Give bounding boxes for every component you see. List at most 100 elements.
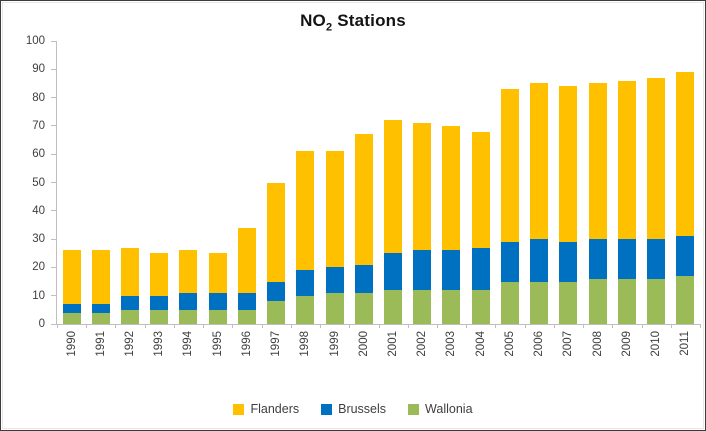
segment-2011-flanders	[676, 72, 695, 237]
segment-1994-wallonia	[179, 309, 198, 324]
segment-2005-wallonia	[500, 281, 519, 324]
segment-2010-brussels	[646, 239, 665, 279]
x-tick-14	[466, 324, 468, 328]
bar-2005: 2005	[500, 41, 519, 357]
segment-1992-brussels	[121, 295, 140, 310]
chart-title-prefix: NO	[300, 11, 326, 30]
x-label-1994: 1994	[182, 331, 195, 357]
segment-1995-wallonia	[208, 309, 227, 324]
y-tick-label-30: 30	[32, 233, 45, 246]
segment-2007-flanders	[559, 86, 578, 242]
bar-stack-2001	[384, 120, 403, 324]
segment-2009-brussels	[617, 239, 636, 279]
segment-1993-wallonia	[150, 309, 169, 324]
x-label-1992: 1992	[124, 331, 137, 357]
segment-2000-wallonia	[354, 292, 373, 324]
x-tick-2	[115, 324, 117, 328]
bar-stack-2005	[500, 89, 519, 324]
segment-1998-brussels	[296, 270, 315, 296]
bar-2004: 2004	[471, 41, 490, 357]
segment-2006-flanders	[530, 83, 549, 240]
x-label-1991: 1991	[94, 331, 107, 357]
segment-2000-brussels	[354, 264, 373, 293]
segment-1994-brussels	[179, 292, 198, 310]
y-tick-label-0: 0	[38, 318, 45, 330]
y-tick-20	[51, 266, 57, 268]
chart-title-subscript: 2	[325, 21, 333, 34]
y-tick-90	[51, 68, 57, 70]
segment-2008-wallonia	[588, 278, 607, 324]
segment-1991-wallonia	[91, 312, 110, 324]
bar-1997: 1997	[267, 41, 286, 357]
bar-stack-2008	[588, 83, 607, 324]
legend-label-flanders: Flanders	[250, 402, 300, 416]
segment-1997-wallonia	[267, 301, 286, 324]
legend-label-brussels: Brussels	[338, 402, 387, 416]
legend-item-brussels: Brussels	[321, 402, 386, 416]
chart-title: NO2 Stations	[1, 11, 705, 33]
segment-2005-flanders	[500, 89, 519, 242]
segment-2011-brussels	[676, 236, 695, 276]
bar-2010: 2010	[646, 41, 665, 357]
x-tick-15	[495, 324, 497, 328]
bar-stack-1994	[179, 250, 198, 324]
bar-1994: 1994	[179, 41, 198, 357]
x-label-1997: 1997	[270, 331, 283, 357]
segment-1990-wallonia	[62, 312, 81, 324]
segment-2004-flanders	[471, 131, 490, 248]
bar-2003: 2003	[442, 41, 461, 357]
segment-2008-brussels	[588, 239, 607, 279]
y-tick-label-90: 90	[32, 63, 45, 76]
y-tick-label-10: 10	[32, 289, 45, 302]
bar-2008: 2008	[588, 41, 607, 357]
x-tick-7	[261, 324, 263, 328]
segment-1999-flanders	[325, 151, 344, 268]
x-tick-11	[378, 324, 380, 328]
legend-swatch-wallonia	[408, 403, 420, 415]
bar-2011: 2011	[676, 41, 695, 356]
y-tick-60	[51, 153, 57, 155]
legend-swatch-brussels	[321, 403, 333, 415]
x-label-2002: 2002	[416, 331, 429, 357]
segment-1990-flanders	[62, 250, 81, 305]
bar-2009: 2009	[617, 41, 636, 357]
segment-1995-flanders	[208, 253, 227, 293]
segment-1997-flanders	[267, 182, 286, 282]
segment-1990-brussels	[62, 304, 81, 313]
x-label-1998: 1998	[299, 331, 312, 357]
bar-stack-1996	[237, 227, 256, 324]
segment-2010-flanders	[646, 77, 665, 240]
x-label-2005: 2005	[503, 331, 516, 357]
x-tick-8	[290, 324, 292, 328]
bar-1998: 1998	[296, 41, 315, 357]
segment-1998-flanders	[296, 151, 315, 271]
x-label-2003: 2003	[445, 331, 458, 357]
bar-2000: 2000	[354, 41, 373, 357]
bar-stack-1991	[91, 250, 110, 324]
x-tick-13	[436, 324, 438, 328]
segment-2004-wallonia	[471, 290, 490, 324]
segment-1996-flanders	[237, 227, 256, 293]
segment-1994-flanders	[179, 250, 198, 293]
y-tick-label-100: 100	[25, 35, 45, 47]
segment-2000-flanders	[354, 134, 373, 265]
bar-stack-2006	[530, 83, 549, 324]
segment-1996-wallonia	[237, 309, 256, 324]
segment-2002-flanders	[413, 123, 432, 251]
x-label-2008: 2008	[591, 331, 604, 357]
x-label-2010: 2010	[649, 331, 662, 357]
segment-2003-wallonia	[442, 290, 461, 324]
segment-2009-flanders	[617, 80, 636, 240]
segment-2003-brussels	[442, 250, 461, 291]
bar-stack-2002	[413, 123, 432, 324]
y-tick-label-50: 50	[32, 176, 45, 189]
x-tick-12	[407, 324, 409, 328]
segment-1998-wallonia	[296, 295, 315, 324]
x-tick-1	[86, 324, 88, 328]
legend-item-wallonia: Wallonia	[408, 402, 473, 416]
x-tick-6	[232, 324, 234, 328]
legend-item-flanders: Flanders	[233, 402, 299, 416]
segment-1992-wallonia	[121, 309, 140, 324]
chart-title-suffix: Stations	[332, 11, 406, 30]
x-label-2004: 2004	[474, 331, 487, 357]
